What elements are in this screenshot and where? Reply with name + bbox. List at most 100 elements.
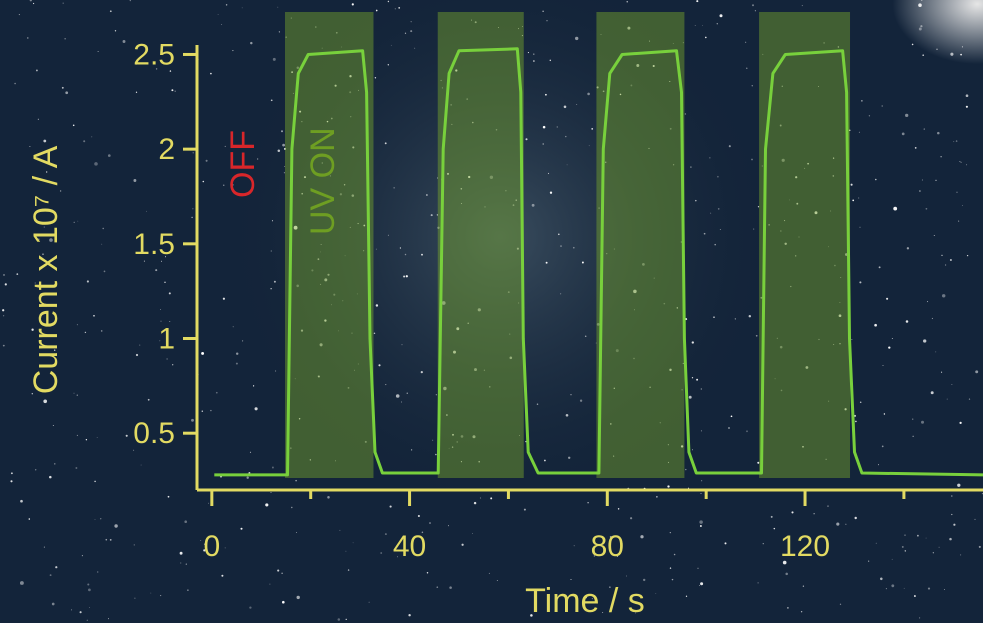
star (746, 430, 748, 432)
star (133, 179, 136, 182)
star (528, 52, 529, 53)
star (690, 166, 691, 167)
star (200, 540, 201, 541)
star (565, 136, 566, 137)
star (880, 578, 883, 581)
star (271, 251, 272, 252)
star (136, 354, 138, 356)
star (174, 90, 175, 91)
star (699, 520, 702, 523)
star (859, 132, 860, 133)
star (19, 14, 20, 15)
star (388, 1, 389, 2)
star (374, 333, 375, 334)
star (221, 24, 222, 25)
star (937, 132, 940, 135)
star (892, 338, 893, 339)
star (934, 235, 935, 236)
star (953, 141, 954, 142)
star (906, 320, 909, 323)
star (966, 106, 968, 108)
star (272, 220, 273, 221)
star (53, 425, 54, 426)
star (907, 247, 909, 249)
star (701, 480, 702, 481)
star (114, 524, 117, 527)
star (686, 596, 687, 597)
star (93, 315, 95, 317)
star (882, 446, 884, 448)
star (979, 546, 981, 548)
star (54, 463, 55, 464)
star (905, 114, 908, 117)
star (672, 579, 673, 580)
star (851, 339, 852, 340)
star (589, 145, 590, 146)
star (771, 516, 773, 518)
star (246, 476, 248, 478)
star (225, 547, 226, 548)
star (284, 172, 285, 173)
star (753, 229, 754, 230)
star (879, 266, 881, 268)
star (537, 403, 538, 404)
star (587, 502, 588, 503)
star (218, 14, 219, 15)
star (932, 318, 933, 319)
star (160, 309, 161, 310)
star (791, 511, 793, 513)
star (250, 42, 252, 44)
star (860, 401, 862, 403)
star (915, 147, 917, 149)
star (655, 593, 656, 594)
star (2, 309, 4, 311)
star (587, 93, 590, 96)
star (192, 208, 193, 209)
star (171, 89, 173, 91)
star (958, 221, 959, 222)
star (89, 607, 90, 608)
star (427, 572, 428, 573)
star (704, 233, 706, 235)
star (352, 3, 354, 5)
star (957, 484, 960, 487)
star (11, 472, 13, 474)
star (87, 620, 88, 621)
star (713, 316, 714, 317)
star (284, 166, 285, 167)
star (550, 60, 551, 61)
star (927, 301, 928, 302)
star (933, 552, 934, 553)
star (52, 603, 55, 606)
star (755, 10, 756, 11)
star (533, 53, 534, 54)
star (774, 528, 775, 529)
star (959, 161, 960, 162)
star (3, 274, 4, 275)
star (814, 513, 815, 514)
star (44, 547, 45, 548)
star (935, 180, 936, 181)
star (919, 190, 921, 192)
star (353, 542, 354, 543)
star (102, 228, 103, 229)
star (164, 282, 165, 283)
y-tick-label: 0.5 (133, 417, 175, 450)
star (75, 467, 77, 469)
star (255, 407, 258, 410)
star (944, 589, 945, 590)
star (670, 532, 671, 533)
star (49, 476, 52, 479)
star (14, 83, 16, 85)
star (472, 533, 473, 534)
star (77, 221, 78, 222)
star (951, 514, 952, 515)
star (98, 51, 99, 52)
star (570, 579, 571, 580)
star (951, 384, 952, 385)
star (339, 530, 340, 531)
star (489, 573, 490, 574)
star (689, 396, 692, 399)
star (735, 318, 736, 319)
star (172, 364, 173, 365)
